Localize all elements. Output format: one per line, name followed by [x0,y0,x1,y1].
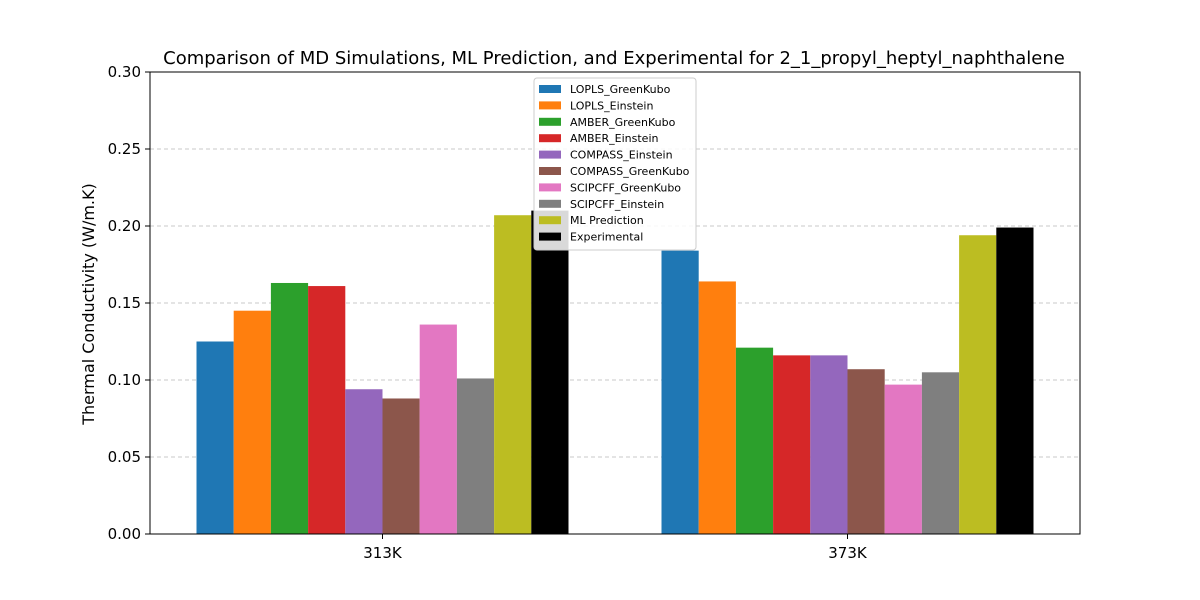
bar-lopls-greenkubo-313k [196,341,234,534]
bar-experimental-373k [996,227,1034,535]
bar-lopls-einstein-373k [698,281,736,534]
y-tick-label: 0.10 [108,371,141,389]
x-axis: 313K 373K [363,534,868,562]
bar-ml-prediction-313k [494,215,532,534]
y-tick-label: 0.25 [108,140,141,158]
legend-label: LOPLS_Einstein [570,99,653,112]
bar-compass-greenkubo-373k [847,369,885,534]
legend-swatch [539,232,561,241]
legend-swatch [539,150,561,159]
bar-amber-einstein-373k [773,355,811,534]
chart-title: Comparison of MD Simulations, ML Predict… [163,48,1065,69]
legend-label: SCIPCFF_GreenKubo [570,181,681,194]
x-tick-label: 313K [363,544,403,562]
y-tick-label: 0.30 [108,63,141,81]
bar-lopls-einstein-313k [233,310,271,534]
y-tick-label: 0.20 [108,217,141,235]
legend-swatch [539,134,561,143]
bars-group [196,210,1034,535]
legend-swatch [539,85,561,93]
bar-compass-greenkubo-313k [382,398,420,534]
bar-ml-prediction-373k [959,235,997,535]
y-axis: 0.00 0.05 0.10 0.15 0.20 0.25 0.30 [108,63,150,543]
bar-experimental-313k [531,210,569,534]
legend-box [533,77,697,251]
legend-swatch [539,117,561,126]
legend-swatch [539,101,561,110]
legend-label: Experimental [570,231,643,244]
bar-amber-einstein-313k [308,286,346,534]
legend-label: SCIPCFF_Einstein [570,198,664,211]
legend-label: LOPLS_GreenKubo [570,83,671,96]
bar-scipcff-einstein-373k [921,372,960,534]
bar-compass-einstein-373k [810,355,848,534]
legend-label: AMBER_Einstein [570,132,659,145]
bar-lopls-greenkubo-373k [661,250,699,534]
legend-swatch [539,199,561,208]
bar-amber-greenkubo-313k [270,282,309,534]
y-axis-label: Thermal Conductivity (W/m.K) [79,183,98,426]
bar-scipcff-einstein-313k [456,378,495,534]
legend-label: COMPASS_Einstein [570,149,673,162]
y-tick-label: 0.15 [108,294,141,312]
y-tick-label: 0.00 [108,525,141,543]
legend-swatch [539,183,561,192]
legend-label: AMBER_GreenKubo [570,116,676,129]
legend-swatch [539,167,561,175]
bar-amber-greenkubo-373k [735,347,774,534]
legend-label: ML Prediction [570,214,644,227]
legend: LOPLS_GreenKubo LOPLS_Einstein AMBER_Green… [533,77,697,251]
x-tick-label: 373K [828,544,868,562]
legend-swatch [539,216,561,225]
bar-scipcff-greenkubo-373k [884,384,922,534]
y-tick-label: 0.05 [108,448,141,466]
bar-compass-einstein-313k [345,389,383,534]
bar-scipcff-greenkubo-313k [419,324,457,534]
legend-label: COMPASS_GreenKubo [570,165,690,178]
